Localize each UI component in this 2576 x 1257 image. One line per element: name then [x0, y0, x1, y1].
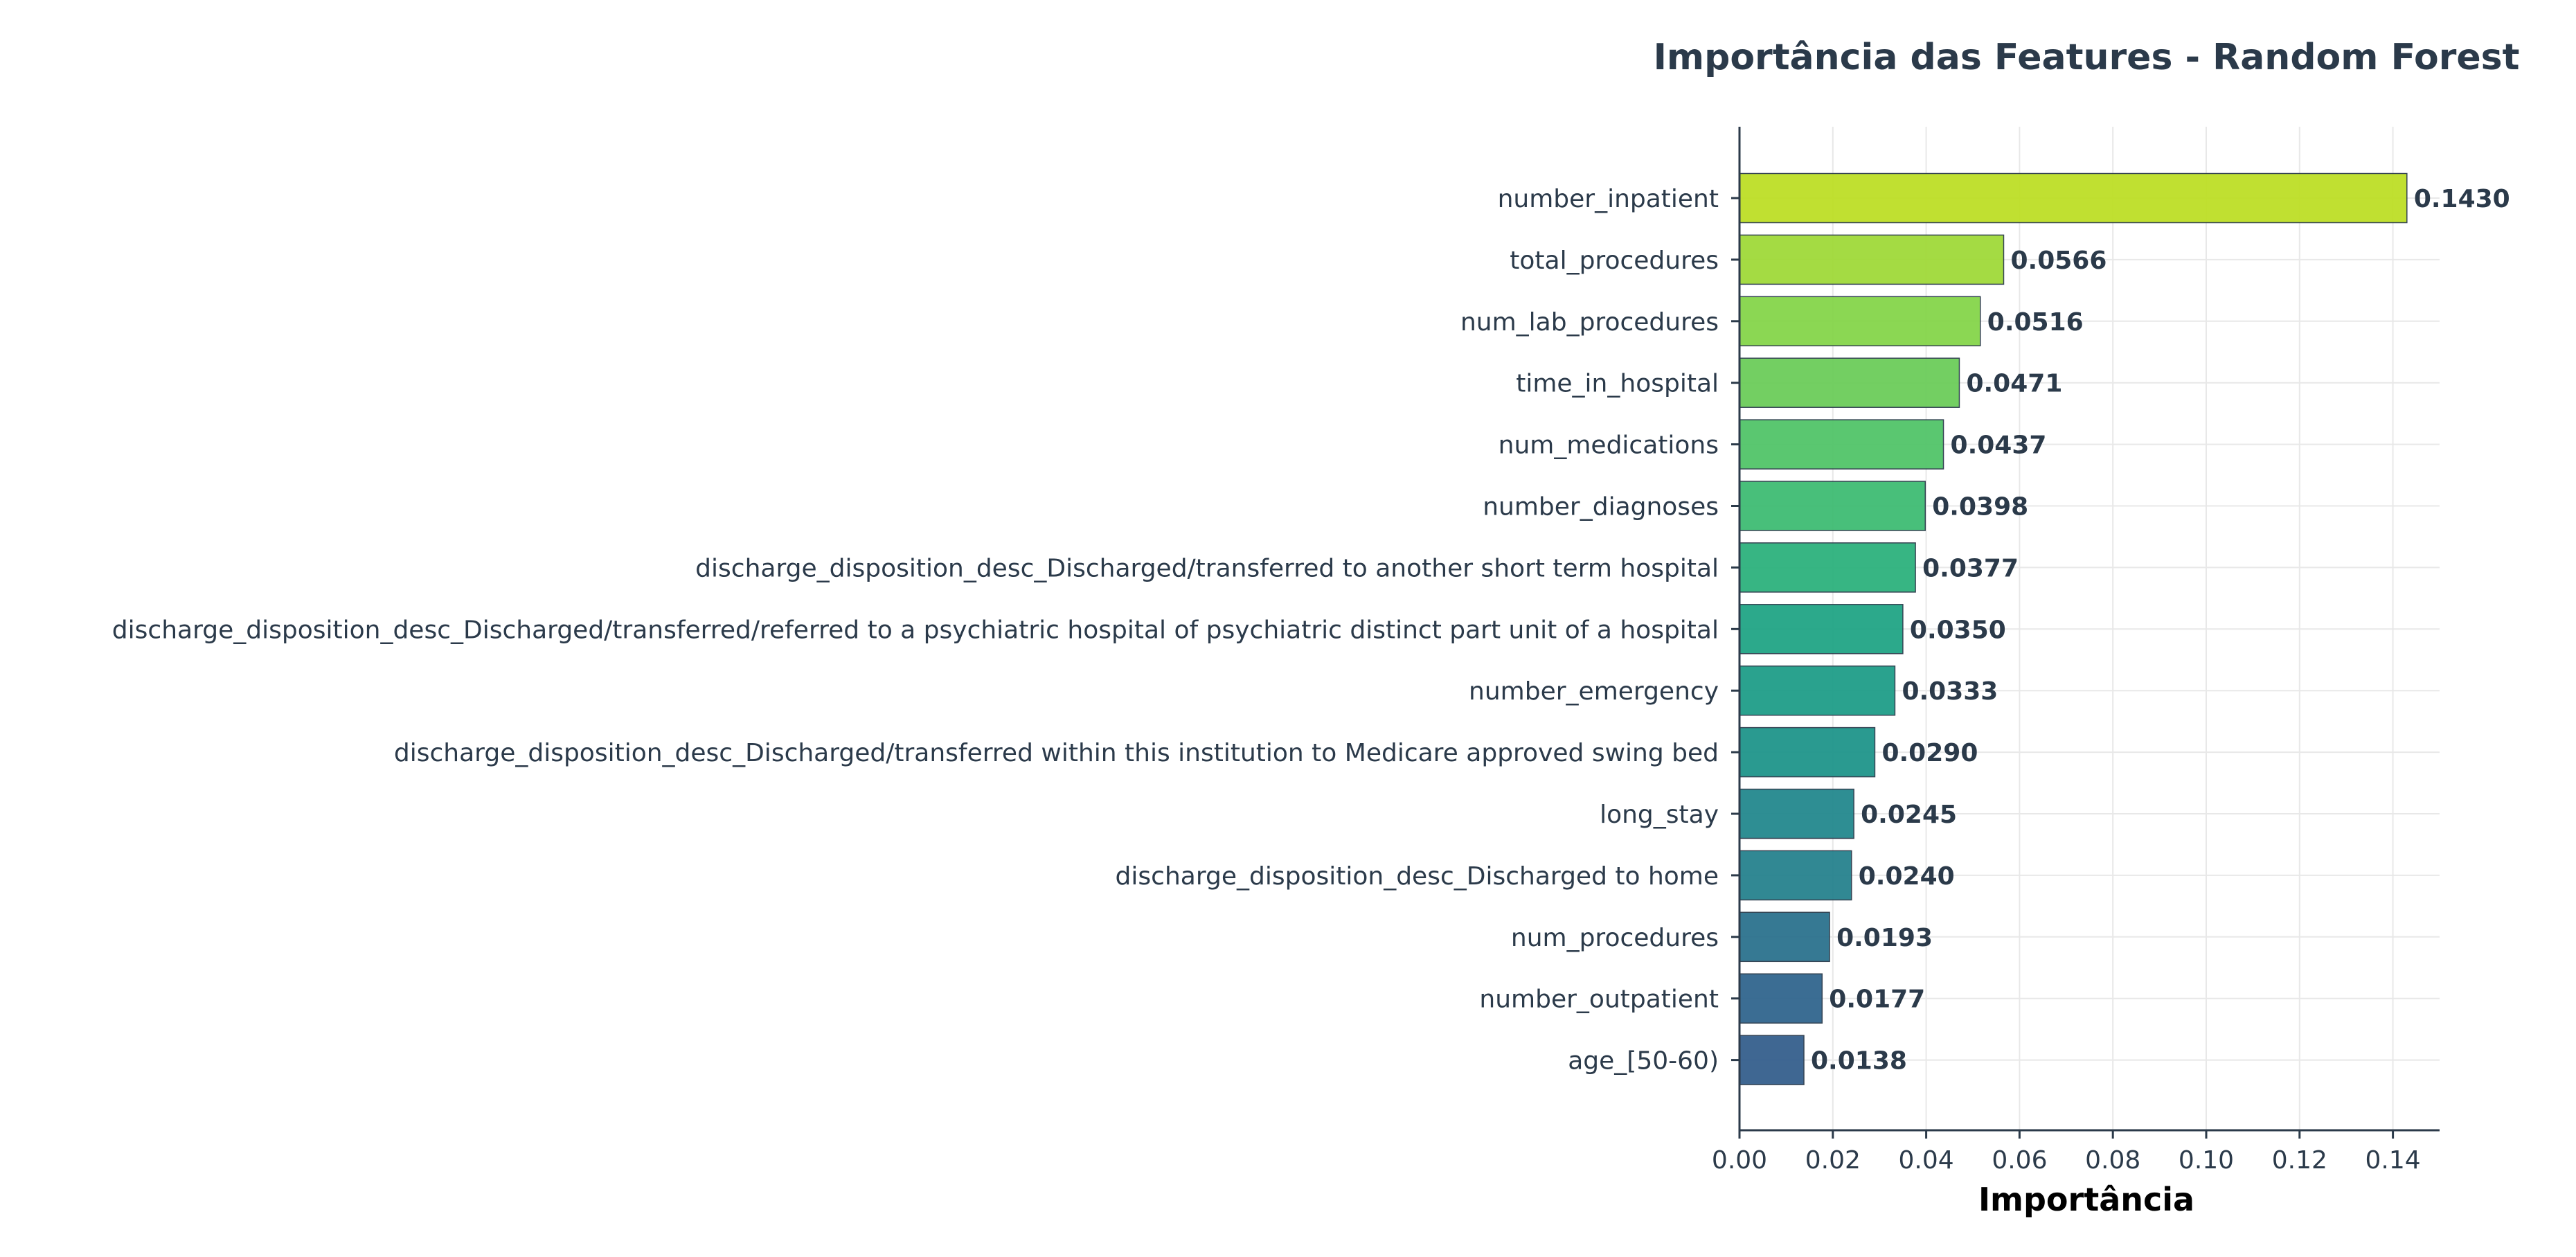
bars	[1739, 172, 2408, 1085]
x-axis-ticks: 0.00 0.02 0.04 0.06 0.08 0.10 0.12 0.14	[1712, 1130, 2421, 1175]
bar-2	[1739, 296, 1981, 347]
category-label: age_[50-60)	[1568, 1047, 1719, 1076]
chart-title: Importância das Features - Random Forest	[1654, 37, 2520, 78]
bar-14	[1739, 1035, 1805, 1085]
x-tick-label: 0.14	[2365, 1146, 2421, 1175]
value-label: 0.0377	[1922, 554, 2019, 582]
category-label: long_stay	[1600, 801, 1719, 829]
value-label: 0.0138	[1811, 1047, 1907, 1076]
category-label: number_emergency	[1469, 677, 1719, 706]
category-label: discharge_disposition_desc_Discharged/tr…	[112, 616, 1719, 644]
category-label: discharge_disposition_desc_Discharged/tr…	[394, 739, 1719, 767]
value-label: 0.0240	[1859, 862, 1955, 891]
bar-4	[1739, 419, 1944, 470]
category-label: number_outpatient	[1479, 986, 1719, 1014]
value-label: 0.0350	[1910, 616, 2006, 644]
value-label: 0.0177	[1829, 986, 1925, 1014]
bar-7	[1739, 604, 1904, 654]
bar-10	[1739, 788, 1854, 839]
bar-5	[1739, 481, 1926, 531]
value-label: 0.0193	[1836, 924, 1933, 952]
bar-0	[1739, 172, 2408, 224]
x-tick-label: 0.02	[1805, 1146, 1861, 1175]
category-label: num_procedures	[1511, 924, 1719, 952]
category-label: discharge_disposition_desc_Discharged/tr…	[695, 554, 1719, 582]
category-label: time_in_hospital	[1516, 370, 1719, 398]
x-tick-label: 0.06	[1992, 1146, 2047, 1175]
category-label: num_medications	[1499, 431, 1719, 460]
value-label: 0.0398	[1932, 493, 2028, 521]
bar-13	[1739, 973, 1823, 1024]
category-labels: number_inpatient total_procedures num_lab_…	[112, 185, 1739, 1076]
category-label: number_inpatient	[1498, 185, 1719, 213]
value-label: 0.0437	[1951, 431, 2047, 460]
bar-8	[1739, 665, 1896, 716]
x-axis-title: Importância	[1978, 1181, 2194, 1218]
value-labels: 0.1430 0.0566 0.0516 0.0471 0.0437 0.0398 0.03…	[1811, 185, 2510, 1076]
value-label: 0.1430	[2414, 185, 2510, 213]
bar-1	[1739, 234, 2005, 285]
bar-6	[1739, 542, 1916, 593]
value-label: 0.0516	[1987, 308, 2084, 337]
value-label: 0.0471	[1966, 370, 2062, 398]
value-label: 0.0245	[1861, 801, 1957, 829]
category-label: discharge_disposition_desc_Discharged to…	[1116, 862, 1719, 891]
value-label: 0.0290	[1881, 739, 1978, 767]
category-label: number_diagnoses	[1483, 493, 1719, 521]
bar-3	[1739, 357, 1960, 408]
x-tick-label: 0.00	[1712, 1146, 1767, 1175]
category-label: total_procedures	[1510, 247, 1719, 275]
bar-12	[1739, 911, 1830, 963]
x-tick-label: 0.04	[1899, 1146, 1954, 1175]
bar-11	[1739, 850, 1852, 901]
x-tick-label: 0.10	[2179, 1146, 2234, 1175]
bar-9	[1739, 726, 1876, 778]
value-label: 0.0566	[2010, 247, 2107, 275]
value-label: 0.0333	[1902, 677, 1998, 706]
x-tick-label: 0.08	[2085, 1146, 2140, 1175]
x-tick-label: 0.12	[2272, 1146, 2327, 1175]
category-label: num_lab_procedures	[1460, 308, 1719, 337]
